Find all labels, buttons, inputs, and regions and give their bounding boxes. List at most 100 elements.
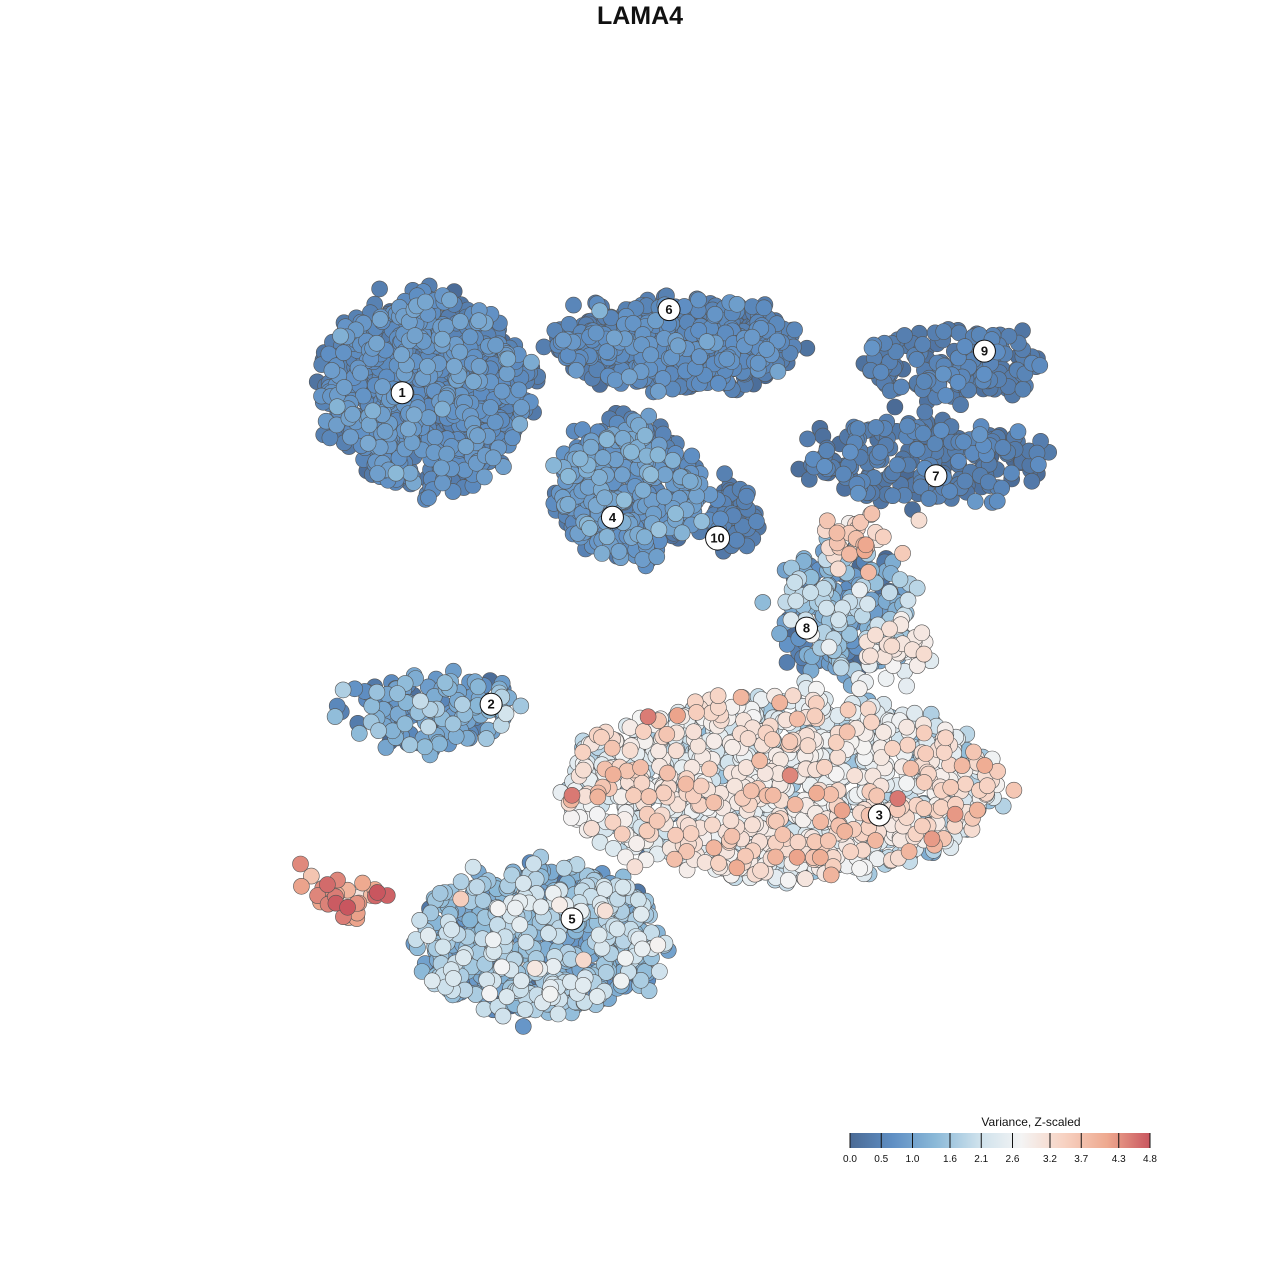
cell-point [743, 328, 761, 346]
cell-point [829, 748, 847, 766]
cell-point [971, 426, 989, 443]
cell-point [470, 357, 488, 375]
cell-point [293, 877, 310, 895]
cell-point [723, 827, 741, 845]
cell-point [575, 761, 592, 779]
cell-point [915, 373, 933, 390]
cell-point [587, 324, 605, 342]
cell-point [575, 951, 592, 969]
cell-point [334, 681, 352, 699]
cell-point [816, 758, 833, 776]
cell-point [549, 1005, 567, 1023]
cell-point [732, 688, 750, 706]
cell-point [937, 729, 954, 747]
cell-point [431, 735, 448, 753]
cell-point [514, 1018, 532, 1035]
cell-point [787, 592, 805, 610]
cell-point [596, 881, 614, 899]
cell-point [411, 911, 429, 929]
cluster-label: 4 [600, 505, 624, 529]
cell-point [598, 528, 616, 546]
cell-point [758, 341, 775, 358]
cell-point [457, 438, 475, 455]
cell-point [565, 296, 582, 314]
cell-point [443, 921, 460, 938]
cell-point [482, 399, 499, 416]
cell-point [354, 874, 371, 892]
cell-point [632, 759, 649, 776]
cell-point [688, 704, 705, 721]
cell-point [786, 574, 804, 591]
cell-point [867, 832, 884, 849]
cell-point [677, 775, 695, 793]
cell-point [655, 488, 673, 506]
cell-point [629, 891, 647, 909]
cell-point [739, 730, 757, 747]
cell-point [371, 280, 388, 298]
cell-point [612, 972, 630, 990]
cell-point [636, 528, 653, 546]
cell-point [481, 985, 499, 1002]
cell-point [994, 439, 1012, 456]
cell-point [849, 484, 867, 502]
cell-point [469, 678, 487, 696]
cell-point [455, 949, 472, 967]
cell-point [593, 545, 611, 562]
cell-point [406, 327, 424, 344]
cell-point [554, 331, 572, 349]
cell-point [952, 396, 969, 414]
cell-point [718, 350, 736, 368]
cell-point [681, 472, 699, 490]
cell-point [883, 637, 901, 655]
cell-point [764, 786, 782, 804]
cell-point [899, 417, 916, 435]
cell-point [705, 839, 723, 857]
cell-point [416, 738, 434, 756]
cell-point [908, 351, 926, 368]
cell-point [563, 809, 580, 827]
cell-point [319, 876, 336, 893]
cell-point [363, 697, 381, 715]
cell-point [920, 490, 938, 507]
points-layer [292, 277, 1057, 1035]
cell-point [691, 348, 708, 366]
cell-point [506, 899, 524, 917]
cell-point [441, 291, 458, 309]
cell-point [709, 687, 727, 705]
cell-point [706, 305, 724, 323]
cell-point [396, 715, 414, 733]
cell-point [839, 701, 857, 719]
cell-point [705, 732, 723, 750]
cell-point [769, 363, 787, 380]
cell-point [669, 337, 687, 355]
cell-point [849, 420, 867, 437]
legend-tick-label: 3.2 [1043, 1154, 1057, 1165]
cell-point [965, 743, 982, 761]
cell-point [498, 365, 516, 382]
cell-point [608, 920, 626, 938]
cell-point [941, 482, 958, 500]
cell-point [649, 382, 667, 400]
cell-point [1003, 464, 1020, 482]
cell-point [368, 334, 386, 352]
cell-point [891, 571, 909, 588]
legend-tick-label: 1.6 [943, 1154, 957, 1165]
cell-point [838, 723, 856, 741]
cell-point [636, 427, 654, 444]
cell-point [950, 452, 967, 470]
cell-point [574, 743, 592, 761]
cell-point [898, 677, 915, 695]
cell-point [833, 802, 851, 819]
cell-point [716, 465, 733, 483]
cell-point [563, 786, 581, 804]
cell-point [953, 757, 971, 774]
cell-point [420, 409, 437, 427]
cell-point [701, 760, 718, 778]
cell-point [988, 492, 1006, 510]
cell-point [667, 505, 684, 522]
cell-point [767, 848, 784, 866]
cell-point [350, 725, 368, 742]
cell-point [344, 405, 361, 423]
cell-point [489, 900, 507, 917]
cell-point [818, 442, 836, 459]
